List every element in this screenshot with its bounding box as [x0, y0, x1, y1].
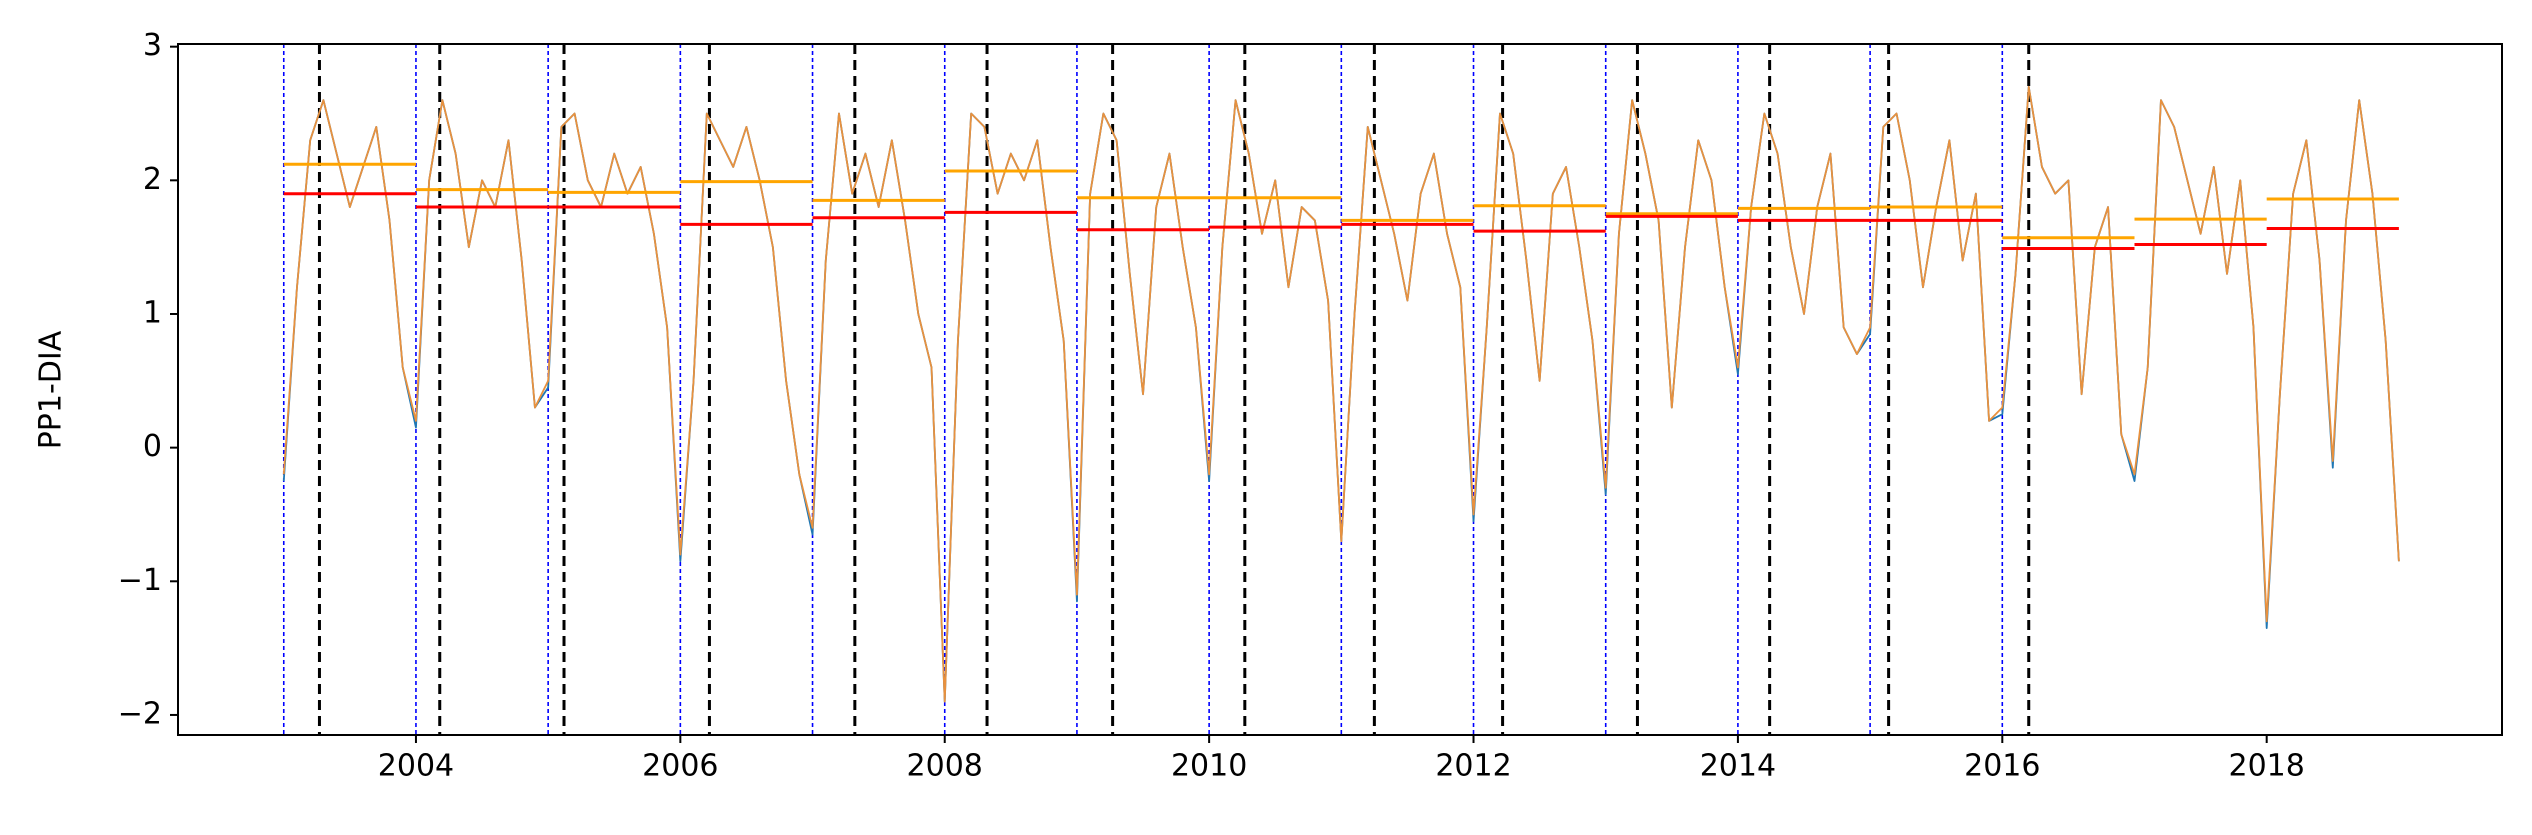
series-line	[282, 85, 2400, 703]
x-tick-label: 2016	[1964, 749, 2040, 784]
x-tick-label: 2004	[378, 749, 454, 784]
y-tick-label: 0	[143, 429, 162, 464]
y-axis-label: PP1-DIA	[34, 330, 69, 449]
x-tick-label: 2018	[2229, 749, 2305, 784]
x-tick-label: 2014	[1700, 749, 1776, 784]
y-tick-label: −1	[118, 563, 162, 598]
y-tick-label: 1	[143, 295, 162, 330]
x-tick-label: 2010	[1171, 749, 1247, 784]
y-tick-label: 2	[143, 162, 162, 197]
x-tick-label: 2008	[907, 749, 983, 784]
x-tick-label: 2012	[1435, 749, 1511, 784]
y-tick-label: 3	[143, 28, 162, 63]
y-tick-label: −2	[118, 696, 162, 731]
x-tick-label: 2006	[642, 749, 718, 784]
plot-frame	[177, 43, 2503, 736]
